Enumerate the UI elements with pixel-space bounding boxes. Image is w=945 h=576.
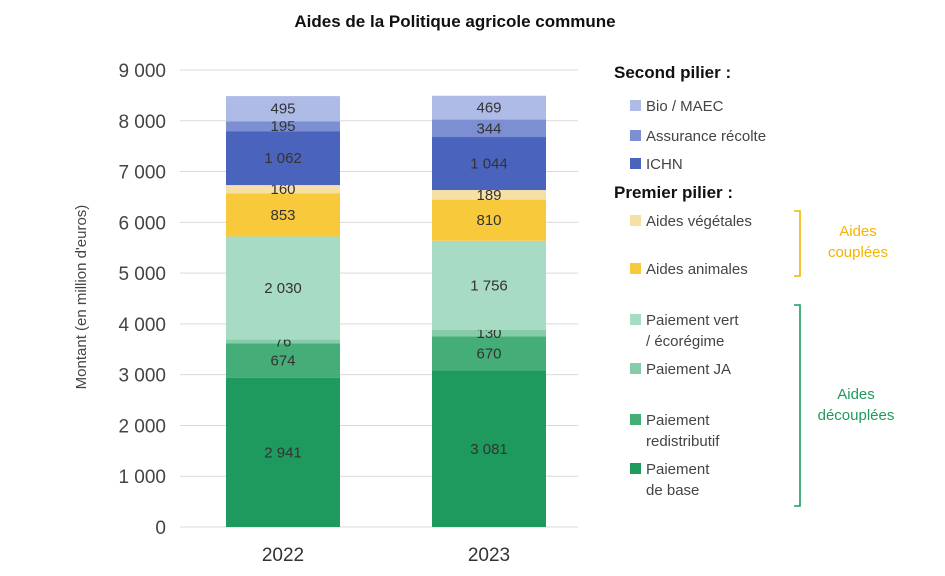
legend-swatch — [630, 463, 641, 474]
y-axis-label: Montant (en million d'euros) — [73, 205, 90, 390]
legend-swatch — [630, 314, 641, 325]
bar-segment — [432, 199, 546, 241]
y-tick-label: 2 000 — [118, 416, 166, 437]
bar-segment — [432, 336, 546, 371]
data-label: 1 756 — [470, 277, 508, 294]
bar-segment — [432, 190, 546, 200]
legend-label: Aides végétales — [646, 213, 752, 230]
data-label: 1 044 — [470, 156, 508, 173]
legend-label: Paiement — [646, 412, 710, 429]
y-tick-label: 1 000 — [118, 467, 166, 488]
legend-label: de base — [646, 482, 699, 499]
legend-label: Paiement JA — [646, 361, 731, 378]
legend-label: Bio / MAEC — [646, 98, 724, 115]
data-label: 2 941 — [264, 444, 302, 461]
x-axis-ticks: 2022 2023 — [262, 545, 510, 566]
bar-segment — [226, 131, 340, 186]
data-label: 674 — [270, 353, 295, 370]
y-axis-ticks: 0 1 000 2 000 3 000 4 000 5 000 6 000 7 000 8 00… — [118, 61, 166, 539]
y-tick-label: 6 000 — [118, 213, 166, 234]
data-label: 495 — [270, 101, 295, 118]
y-tick-label: 7 000 — [118, 163, 166, 184]
legend-label: Aides animales — [646, 261, 748, 278]
data-label: 853 — [270, 207, 295, 224]
bar-segment — [432, 240, 546, 330]
y-tick-label: 9 000 — [118, 61, 166, 82]
data-label: 810 — [476, 212, 501, 229]
legend-swatch — [630, 158, 641, 169]
bar-segment — [432, 119, 546, 138]
x-tick-label: 2022 — [262, 545, 304, 566]
chart-title: Aides de la Politique agricole commune — [294, 12, 615, 31]
data-label: 160 — [270, 181, 295, 198]
bar-segment — [432, 137, 546, 191]
legend-swatch — [630, 363, 641, 374]
group-label: découplées — [818, 407, 895, 424]
data-label: 189 — [476, 187, 501, 204]
bar-segment — [226, 377, 340, 527]
legend-label: ICHN — [646, 156, 683, 173]
group-bracket — [794, 304, 801, 507]
data-label: 2 030 — [264, 280, 302, 297]
data-label: 344 — [476, 120, 501, 137]
data-label: 469 — [476, 100, 501, 117]
bar-segment — [226, 339, 340, 344]
legend-label: Assurance récolte — [646, 128, 766, 145]
legend-swatch — [630, 414, 641, 425]
legend-swatch — [630, 215, 641, 226]
data-label: 670 — [476, 346, 501, 363]
data-label: 3 081 — [470, 441, 508, 458]
legend-swatch — [630, 130, 641, 141]
y-tick-label: 8 000 — [118, 112, 166, 133]
legend-label: Paiement — [646, 461, 710, 478]
y-tick-label: 4 000 — [118, 315, 166, 336]
group-bracket — [794, 210, 801, 277]
y-tick-label: 3 000 — [118, 366, 166, 387]
x-tick-label: 2023 — [468, 545, 510, 566]
bar-segment — [432, 370, 546, 527]
legend-label: / écorégime — [646, 333, 724, 350]
bar-segment — [226, 193, 340, 237]
group-label: Aides — [837, 386, 875, 403]
bar-segment — [226, 343, 340, 378]
y-tick-label: 5 000 — [118, 264, 166, 285]
y-tick-label: 0 — [155, 518, 166, 539]
legend-label: redistributif — [646, 433, 720, 450]
legend-second-pilier-title: Second pilier : — [614, 63, 731, 82]
bar-segment — [432, 329, 546, 337]
data-label: 1 062 — [264, 150, 302, 167]
group-label: couplées — [828, 244, 888, 261]
bar-segment — [432, 95, 546, 120]
bar-segment — [226, 185, 340, 194]
legend-swatch — [630, 263, 641, 274]
bar-segment — [226, 96, 340, 122]
bar-segment — [226, 121, 340, 132]
data-label: 195 — [270, 118, 295, 135]
legend: Second pilier : Premier pilier : Bio / M… — [614, 63, 895, 507]
legend-swatch — [630, 100, 641, 111]
group-label: Aides — [839, 223, 877, 240]
bar-segment — [226, 236, 340, 340]
legend-label: Paiement vert — [646, 312, 739, 329]
legend-premier-pilier-title: Premier pilier : — [614, 183, 733, 202]
